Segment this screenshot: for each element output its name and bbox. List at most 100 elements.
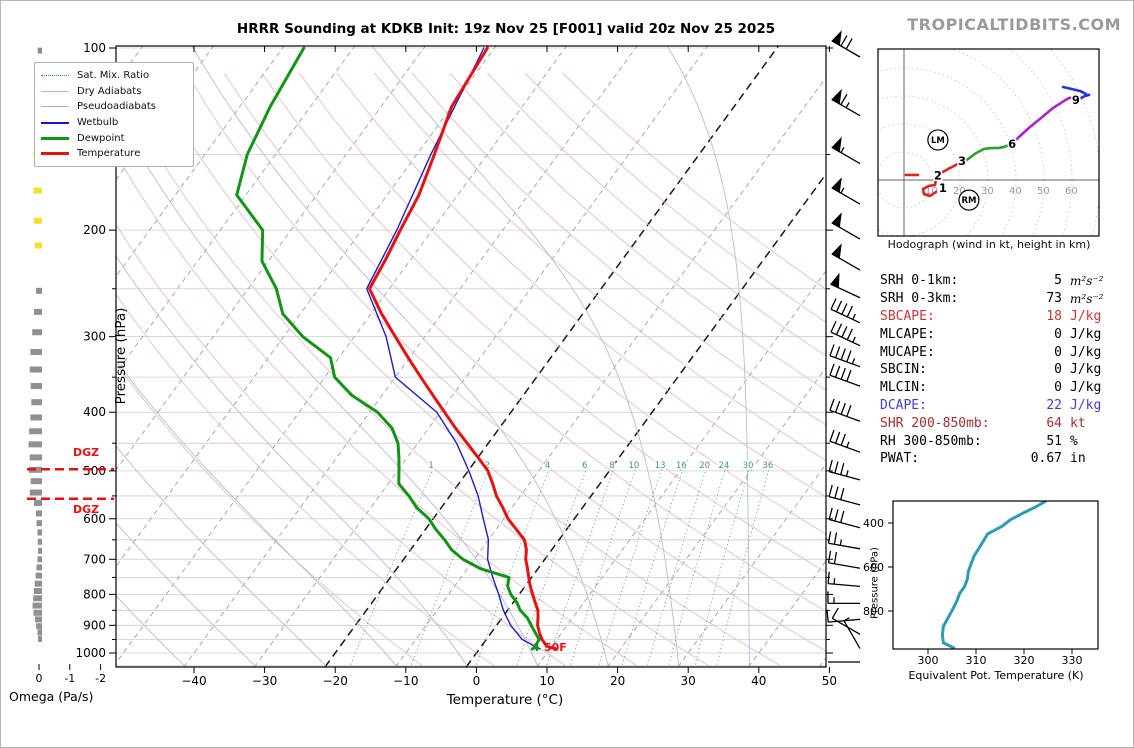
omega-bar <box>31 399 42 406</box>
skewt-ticks: −40 −30 −20 −10 0 10 20 30 40 50 100 200 300 400 500 60… <box>75 41 837 688</box>
skewt-frame <box>115 45 827 668</box>
stat-value: 22 <box>1046 397 1062 413</box>
temperature-curve <box>368 46 559 651</box>
pressure-tick-label: 1000 <box>75 646 106 660</box>
sat-mix-ratio-line-sample <box>41 75 69 77</box>
omega-bar <box>33 595 42 602</box>
mixing-ratio-label: 16 <box>676 461 687 471</box>
mixing-ratio-label: 8 <box>609 461 614 471</box>
stat-value: 51 <box>1046 433 1062 449</box>
mixing-ratio-label: 6 <box>582 461 587 471</box>
pressure-tick-label: 400 <box>83 405 106 419</box>
stat-label: SRH 0-1km: <box>880 273 959 289</box>
omega-bar <box>32 329 42 336</box>
stat-label: DCAPE: <box>880 397 927 413</box>
pressure-tick-label: 900 <box>83 618 106 632</box>
dewpoint-line-sample <box>41 136 69 140</box>
hodograph-ring-label: 50 <box>1037 186 1050 197</box>
stat-row: DCAPE: 22 J/kg <box>880 397 1130 415</box>
legend-label: Wetbulb <box>77 117 119 129</box>
mixing-ratio-label: 2 <box>485 461 490 471</box>
stat-row: PWAT: 0.67 in <box>880 450 1130 468</box>
stat-value: 0 <box>1054 380 1062 396</box>
temp-tick-label: 50 <box>822 674 837 688</box>
hodograph-height-label: 1 <box>939 181 947 195</box>
omega-bar <box>33 187 42 194</box>
pressure-tick-label: 200 <box>83 223 106 237</box>
stat-row: SBCAPE: 18 J/kg <box>880 308 1130 326</box>
thetae-pressure-tick-label: 800 <box>863 605 884 618</box>
stat-label: MLCAPE: <box>880 326 935 342</box>
omega-tick-label: -2 <box>95 672 106 685</box>
mixing-ratio-label: 20 <box>699 461 710 471</box>
stat-label: SRH 0-3km: <box>880 291 959 307</box>
thetae-x-axis-label: Equivalent Pot. Temperature (K) <box>908 669 1084 682</box>
thetae-frame <box>892 500 1099 650</box>
omega-bar <box>29 428 42 435</box>
legend-label: Dry Adiabats <box>77 85 142 97</box>
omega-bar <box>38 547 42 554</box>
stat-label: SHR 200-850mb: <box>880 415 990 431</box>
hodograph-caption: Hodograph (wind in kt, height in km) <box>887 238 1091 251</box>
thetae-x-tick-label: 310 <box>966 654 987 667</box>
omega-bar <box>34 308 42 315</box>
omega-bar <box>28 441 42 448</box>
temp-axis-label: Temperature (°C) <box>446 692 564 708</box>
wind-barbs <box>826 30 861 663</box>
stat-label: MLCIN: <box>880 380 927 396</box>
pressure-axis-label: Pressure (hPa) <box>113 307 129 405</box>
hodograph-ring-label: 30 <box>981 186 994 197</box>
stat-row: MLCIN: 0 J/kg <box>880 379 1130 397</box>
hodograph-panel: 10 20 30 40 50 60 LM RM 12 3 6 9 <box>877 48 1100 237</box>
mixing-ratio-labels: 1 2 4 6 8 10 13 16 20 24 30 36 <box>427 460 775 473</box>
legend-item-pseudoadiabats: Pseudoadiabats <box>41 99 187 115</box>
hodograph-ring-label: 10 <box>925 186 938 197</box>
surface-dewpoint-label: 4 <box>532 641 540 654</box>
legend-item-temperature: Temperature <box>41 146 187 162</box>
hodograph-trace <box>1061 85 1088 96</box>
omega-tick-label: -1 <box>64 672 75 685</box>
omega-axis-label: Omega (Pa/s) <box>9 689 94 704</box>
skewt-background <box>116 46 826 667</box>
hodograph-height-label: 2 <box>934 169 942 183</box>
storm-motion-label: LM <box>931 136 945 146</box>
thetae-x-tick-label: 300 <box>918 654 939 667</box>
hodograph-frame <box>877 48 1100 237</box>
pressure-tick-label: 300 <box>83 330 106 344</box>
legend-item-dry-adiabats: Dry Adiabats <box>41 84 187 100</box>
hodograph-height-label: 9 <box>1072 93 1080 107</box>
stat-unit: J/kg <box>1070 326 1102 342</box>
stat-unit: J/kg <box>1070 308 1102 324</box>
omega-bar <box>35 572 42 579</box>
legend-label: Sat. Mix. Ratio <box>77 70 150 82</box>
omega-bar <box>32 602 42 609</box>
stat-unit: % <box>1070 433 1078 449</box>
surface-temp-label: 50F <box>544 641 567 654</box>
stat-unit: kt <box>1070 415 1086 431</box>
stat-row: SRH 0-1km: 5 m²s⁻² <box>880 272 1130 290</box>
omega-bar <box>29 366 42 373</box>
pseudoadiabats-line-sample <box>41 106 69 108</box>
temp-tick-label: −10 <box>393 674 418 688</box>
stat-value: 5 <box>1054 273 1062 289</box>
omega-bar <box>34 242 42 249</box>
stat-unit: m²s⁻² <box>1070 291 1104 306</box>
omega-bar <box>37 538 42 545</box>
legend-label: Temperature <box>77 148 141 160</box>
stat-row: MLCAPE: 0 J/kg <box>880 325 1130 343</box>
stat-label: SBCAPE: <box>880 308 935 324</box>
temp-tick-label: −20 <box>323 674 348 688</box>
mixing-ratio-label: 4 <box>545 461 550 471</box>
hodograph-trace <box>1077 93 1091 101</box>
hodograph-ring-label: 40 <box>1009 186 1022 197</box>
stat-value: 0.67 <box>1030 451 1062 467</box>
omega-bar <box>29 489 42 496</box>
stat-unit: J/kg <box>1070 397 1102 413</box>
hodograph-trace <box>959 142 1014 164</box>
legend-label: Dewpoint <box>77 132 125 144</box>
hodograph-ring-label: 20 <box>953 186 966 197</box>
hodograph-height-label: 3 <box>958 154 966 168</box>
omega-bar <box>34 616 42 623</box>
omega-bar <box>36 564 42 571</box>
